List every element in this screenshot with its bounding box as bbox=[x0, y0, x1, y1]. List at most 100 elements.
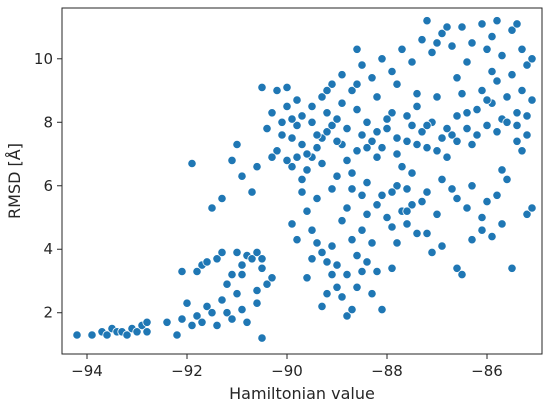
data-point bbox=[367, 136, 377, 146]
data-point bbox=[392, 181, 402, 191]
data-point bbox=[492, 127, 502, 137]
data-point bbox=[292, 235, 302, 245]
data-point bbox=[347, 235, 357, 245]
data-point bbox=[347, 85, 357, 96]
data-point bbox=[322, 127, 332, 137]
data-point bbox=[452, 263, 462, 273]
data-point bbox=[237, 260, 247, 270]
data-point bbox=[417, 127, 427, 137]
data-point bbox=[497, 219, 507, 229]
data-point bbox=[402, 219, 412, 229]
data-point bbox=[467, 38, 477, 48]
data-point bbox=[497, 50, 507, 61]
data-point bbox=[372, 200, 382, 210]
data-point bbox=[217, 193, 227, 204]
data-point bbox=[447, 130, 457, 140]
data-point bbox=[132, 327, 142, 337]
data-point bbox=[332, 260, 342, 270]
data-point bbox=[252, 247, 262, 257]
data-point bbox=[222, 279, 232, 289]
data-point bbox=[462, 108, 472, 118]
data-point bbox=[302, 206, 312, 216]
data-point bbox=[487, 31, 497, 42]
data-point bbox=[227, 155, 237, 165]
data-point bbox=[142, 317, 152, 327]
data-point bbox=[507, 70, 517, 80]
data-point bbox=[347, 184, 357, 194]
y-tick-label: 4 bbox=[43, 240, 53, 258]
data-point bbox=[307, 101, 317, 112]
data-point bbox=[322, 289, 332, 299]
data-point bbox=[382, 124, 392, 134]
data-point bbox=[372, 152, 382, 162]
data-point bbox=[247, 254, 257, 264]
y-tick-label: 2 bbox=[43, 304, 53, 322]
data-point bbox=[407, 200, 417, 210]
data-point bbox=[232, 247, 242, 257]
data-point bbox=[307, 117, 317, 127]
data-point bbox=[177, 314, 187, 324]
data-point bbox=[292, 120, 302, 131]
data-point bbox=[412, 139, 422, 150]
data-point bbox=[352, 282, 362, 292]
data-point bbox=[352, 44, 362, 54]
data-point bbox=[172, 330, 182, 340]
x-tick-label: −94 bbox=[71, 362, 103, 380]
data-point bbox=[402, 206, 412, 216]
data-point bbox=[292, 95, 302, 105]
data-point bbox=[422, 120, 432, 131]
data-point bbox=[322, 108, 332, 118]
data-point bbox=[437, 133, 447, 143]
data-point bbox=[467, 181, 477, 191]
data-point bbox=[472, 105, 482, 115]
data-point bbox=[367, 73, 377, 83]
data-point bbox=[362, 117, 372, 127]
data-point bbox=[362, 178, 372, 188]
data-point bbox=[162, 317, 172, 327]
data-point bbox=[297, 111, 307, 121]
data-point bbox=[362, 257, 372, 267]
data-point bbox=[312, 130, 322, 140]
data-point bbox=[192, 266, 202, 277]
data-point bbox=[417, 197, 427, 207]
data-point bbox=[292, 152, 302, 162]
data-point bbox=[392, 133, 402, 143]
data-point bbox=[477, 225, 487, 235]
data-point bbox=[327, 120, 337, 131]
data-point bbox=[347, 168, 357, 178]
data-point bbox=[332, 114, 342, 124]
data-point bbox=[427, 247, 437, 257]
data-point bbox=[527, 54, 537, 64]
data-point bbox=[252, 285, 262, 296]
data-point bbox=[202, 301, 212, 311]
data-point bbox=[187, 158, 197, 169]
data-point bbox=[257, 263, 267, 273]
data-point bbox=[392, 238, 402, 248]
data-point bbox=[522, 130, 532, 140]
data-point bbox=[512, 19, 522, 29]
data-point bbox=[332, 136, 342, 146]
data-point bbox=[277, 117, 287, 127]
data-point bbox=[237, 269, 247, 280]
y-tick-label: 8 bbox=[43, 113, 53, 131]
data-point bbox=[227, 269, 237, 280]
data-point bbox=[252, 162, 262, 172]
data-point bbox=[352, 146, 362, 156]
data-point bbox=[512, 120, 522, 131]
data-point bbox=[397, 162, 407, 172]
data-point bbox=[307, 225, 317, 235]
points-layer bbox=[72, 16, 537, 343]
data-point bbox=[237, 171, 247, 181]
data-point bbox=[527, 95, 537, 105]
data-point bbox=[187, 320, 197, 330]
data-point bbox=[327, 241, 337, 251]
data-point bbox=[522, 60, 532, 70]
data-point bbox=[297, 174, 307, 184]
data-point bbox=[457, 22, 467, 32]
data-point bbox=[512, 108, 522, 118]
data-point bbox=[457, 269, 467, 280]
data-point bbox=[327, 269, 337, 280]
data-point bbox=[387, 108, 397, 118]
data-point bbox=[267, 152, 277, 162]
data-point bbox=[262, 124, 272, 134]
